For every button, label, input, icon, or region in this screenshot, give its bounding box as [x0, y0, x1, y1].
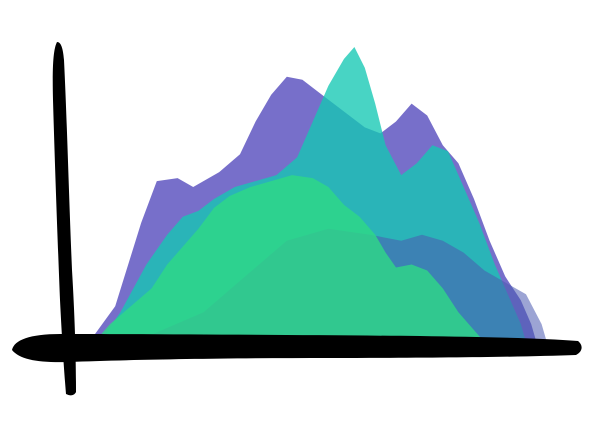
area-series-4 — [94, 175, 485, 342]
area-series-group — [89, 47, 547, 343]
y-axis — [52, 42, 76, 396]
x-axis — [12, 334, 582, 363]
